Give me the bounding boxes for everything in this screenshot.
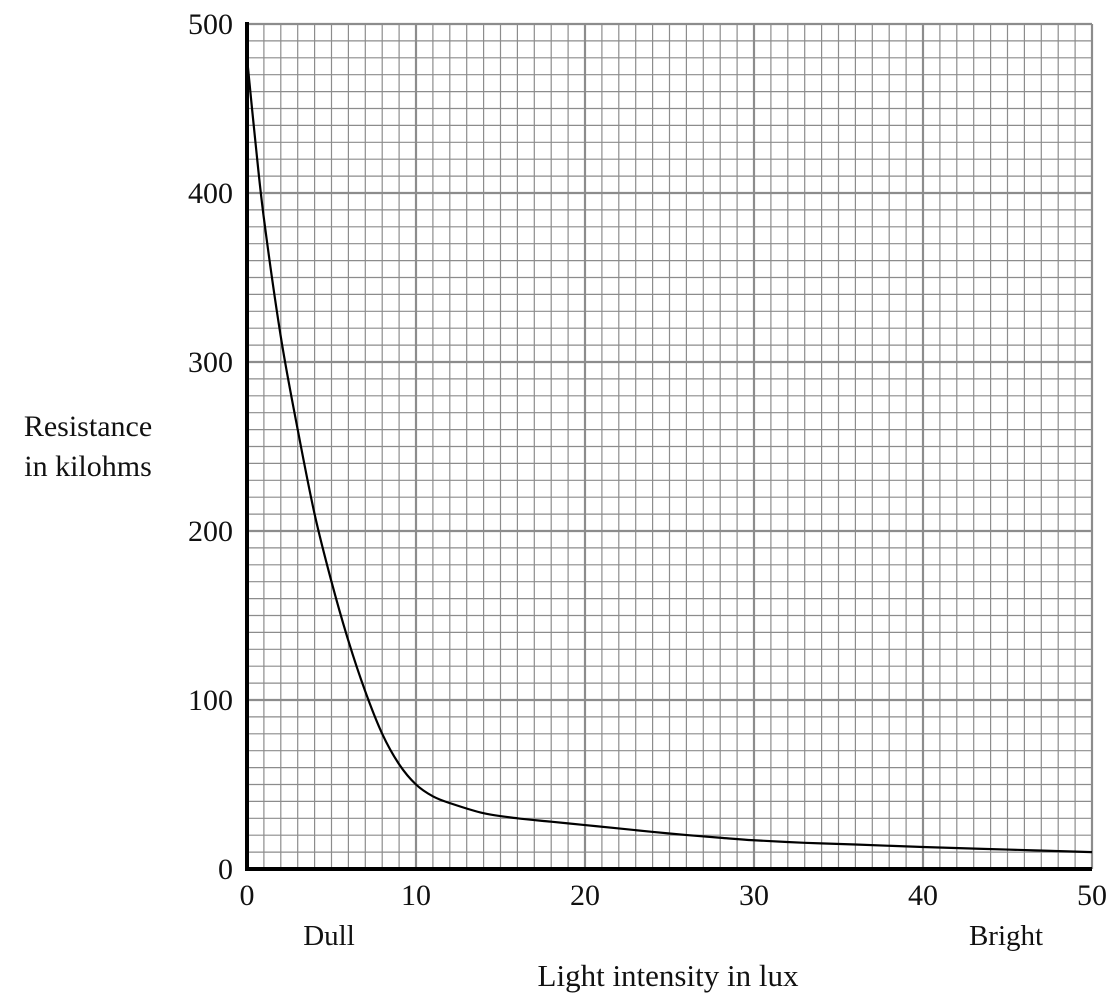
minor-grid [247,24,1092,869]
x-tick-label-20: 20 [570,879,600,912]
x-tick-label-10: 10 [401,879,431,912]
x-tick-label-50: 50 [1077,879,1107,912]
y-axis-label-line-1: Resistance [24,410,152,443]
y-tick-label-300: 300 [188,346,233,379]
x-tick-label-30: 30 [739,879,769,912]
x-end-label-bright: Bright [969,920,1043,952]
x-tick-label-40: 40 [908,879,938,912]
x-end-label-dull: Dull [303,920,355,952]
resistance-curve [245,57,1093,854]
y-tick-label-100: 100 [188,684,233,717]
x-axis-label: Light intensity in lux [538,958,799,993]
y-tick-label-400: 400 [188,177,233,210]
x-tick-labels: 0 10 20 30 40 50 [240,879,1108,912]
y-tick-label-200: 200 [188,515,233,548]
y-tick-label-500: 500 [188,8,233,41]
y-axis-label-line-2: in kilohms [24,450,152,483]
y-tick-labels: 0 100 200 300 400 500 [188,8,233,886]
y-tick-label-0: 0 [218,853,233,886]
x-tick-label-0: 0 [240,879,255,912]
